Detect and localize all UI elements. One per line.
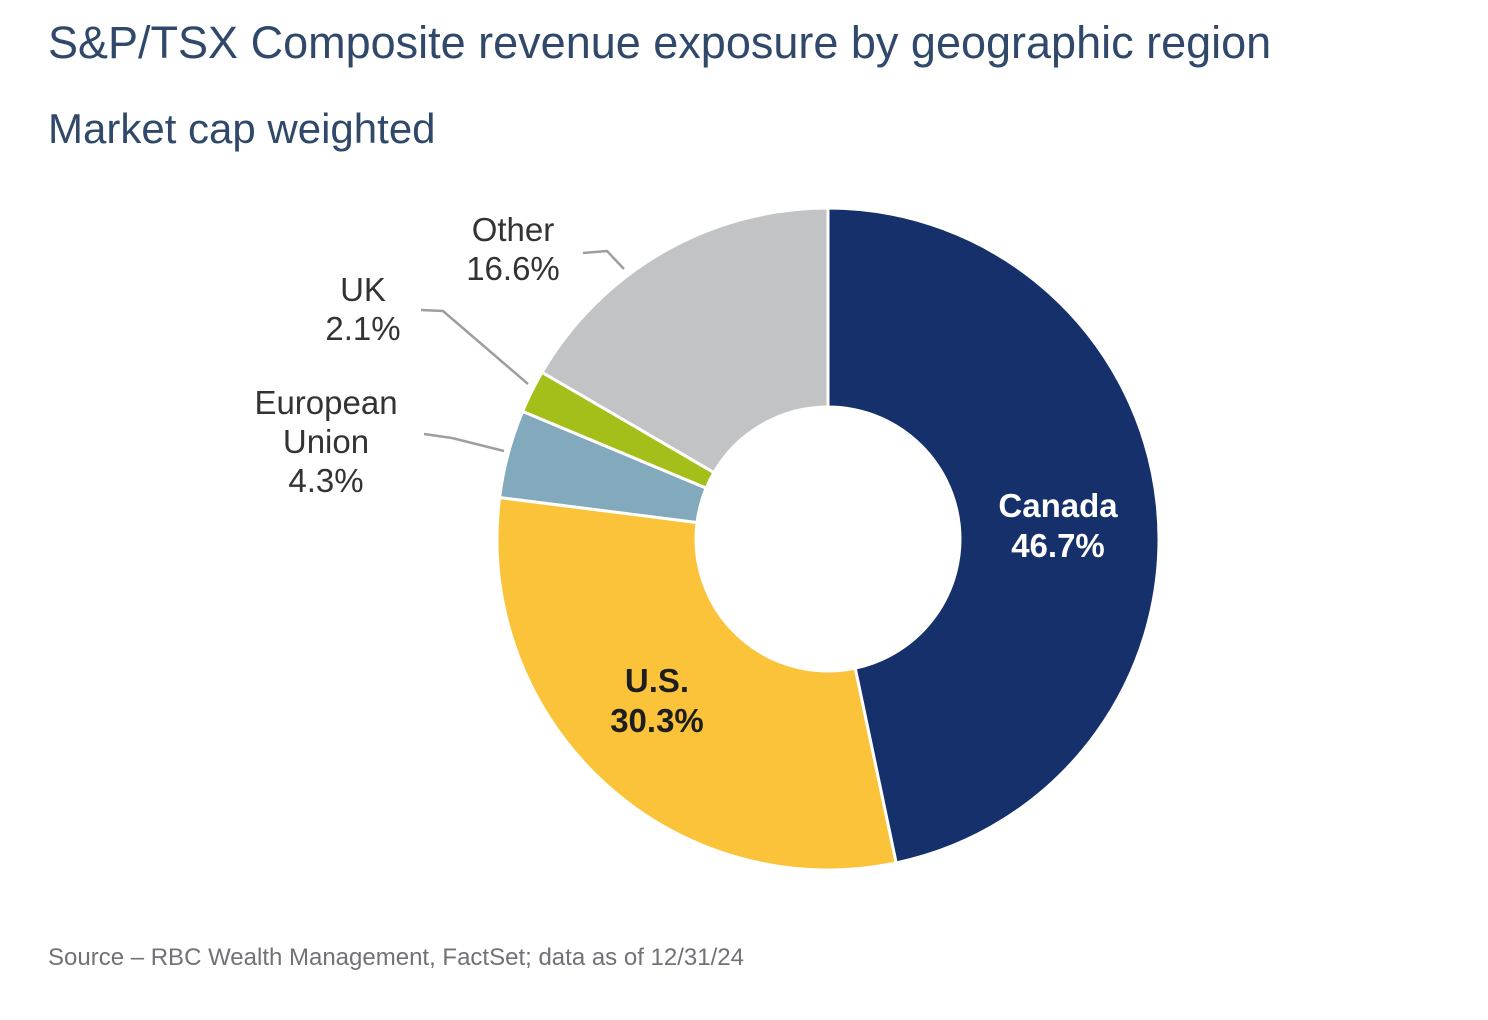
slice-other [540,206,830,475]
chart-title: S&P/TSX Composite revenue exposure by ge… [48,17,1272,68]
slice-label-other-name: Other [471,211,555,248]
leader-line-other [582,249,625,270]
leader-lines [420,249,625,453]
slice-label-other: Other 16.6% [403,210,623,288]
slice-label-european-union-value: 4.3% [288,462,364,499]
slice-u-s [495,496,898,872]
slice-label-us: U.S. 30.3% [537,661,777,741]
slice-label-canada-name: Canada [998,487,1118,524]
slice-label-us-name: U.S. [624,662,690,699]
slice-label-other-value: 16.6% [466,250,560,287]
slice-label-european-union-name: European Union [254,384,398,460]
slice-label-uk-name: UK [340,271,386,308]
source-note: Source – RBC Wealth Management, FactSet;… [48,944,744,971]
leader-line-uk [420,308,529,385]
slice-label-canada-value: 46.7% [1011,527,1105,564]
slice-canada [826,206,1161,865]
leader-line-european-union [423,432,505,453]
slice-label-uk-value: 2.1% [325,310,401,347]
slice-label-canada: Canada 46.7% [938,486,1178,566]
slice-label-us-value: 30.3% [610,702,704,739]
chart-subtitle: Market cap weighted [48,105,436,152]
donut-slices [495,206,1161,872]
slice-label-uk: UK 2.1% [253,270,473,348]
slice-label-european-union: European Union 4.3% [226,383,426,500]
